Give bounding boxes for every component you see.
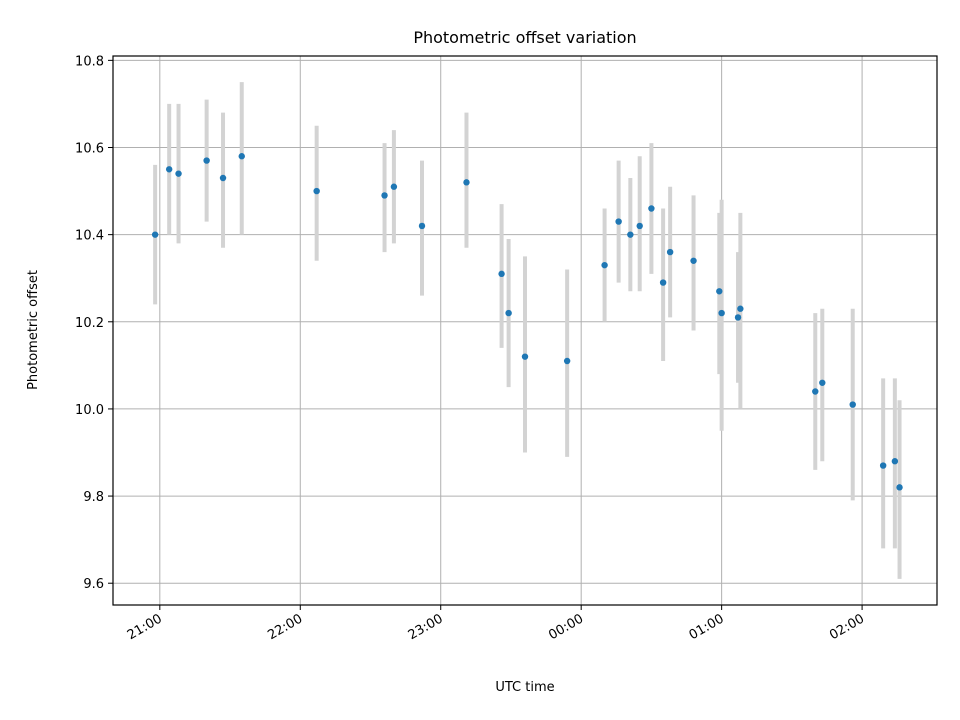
data-point bbox=[463, 179, 470, 186]
data-points bbox=[151, 153, 903, 491]
data-point bbox=[716, 288, 723, 295]
y-tick-label: 10.6 bbox=[75, 142, 104, 157]
data-point bbox=[627, 231, 634, 238]
x-tick-label: 21:00 bbox=[125, 611, 165, 643]
data-point bbox=[498, 270, 505, 278]
data-point bbox=[812, 388, 819, 395]
x-axis-label: UTC time bbox=[495, 680, 554, 695]
data-point bbox=[563, 357, 571, 365]
y-tick-label: 10.4 bbox=[75, 229, 104, 244]
data-point bbox=[175, 170, 182, 177]
data-point bbox=[165, 166, 173, 173]
data-point bbox=[648, 205, 655, 212]
data-point bbox=[636, 222, 643, 230]
y-tick-label: 10.2 bbox=[75, 316, 104, 331]
data-point bbox=[879, 462, 887, 469]
data-point bbox=[819, 379, 826, 386]
plot-frame bbox=[112, 55, 938, 606]
x-tick-label: 02:00 bbox=[827, 611, 867, 643]
data-point bbox=[418, 222, 426, 230]
data-point bbox=[849, 401, 856, 408]
data-point bbox=[151, 231, 159, 238]
chart-title: Photometric offset variation bbox=[413, 28, 636, 47]
data-point bbox=[313, 187, 320, 195]
data-point bbox=[734, 314, 742, 321]
y-axis-label: Photometric offset bbox=[26, 270, 41, 390]
x-tick-label: 00:00 bbox=[546, 611, 586, 643]
data-point bbox=[659, 279, 667, 286]
data-point bbox=[203, 157, 210, 164]
y-tick-label: 10.0 bbox=[75, 403, 104, 418]
data-point bbox=[896, 484, 903, 491]
y-tick-label: 10.8 bbox=[75, 54, 104, 69]
data-point bbox=[690, 257, 697, 264]
data-point bbox=[219, 174, 227, 182]
data-point bbox=[718, 309, 725, 317]
y-tick-label: 9.8 bbox=[83, 490, 104, 505]
data-point bbox=[666, 248, 674, 256]
x-tick-label: 23:00 bbox=[406, 611, 446, 643]
x-tick-label: 22:00 bbox=[265, 611, 305, 643]
data-point bbox=[238, 153, 245, 160]
data-point bbox=[521, 353, 529, 360]
data-point bbox=[601, 261, 608, 269]
y-tick-label: 9.6 bbox=[83, 577, 104, 592]
x-axis-ticks: 21:00 22:00 23:00 00:00 01:00 02:00 bbox=[125, 605, 867, 643]
y-axis-ticks: 9.6 9.8 10.0 10.2 10.4 10.6 10.8 bbox=[75, 54, 113, 592]
data-point bbox=[615, 218, 622, 225]
x-tick-label: 01:00 bbox=[687, 611, 727, 643]
data-point bbox=[891, 458, 899, 465]
data-point bbox=[505, 309, 512, 317]
data-point bbox=[381, 192, 388, 199]
error-bars bbox=[153, 82, 902, 579]
data-point bbox=[390, 183, 398, 190]
data-point bbox=[737, 305, 744, 312]
